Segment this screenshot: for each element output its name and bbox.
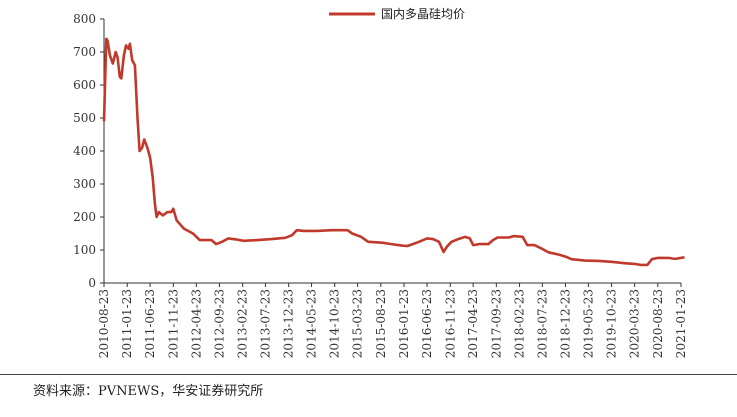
y-tick-label: 300 [73, 177, 96, 191]
x-tick-label: 2011-06-23 [143, 289, 157, 358]
legend-label: 国内多晶硅均价 [381, 7, 465, 21]
y-tick-label: 100 [73, 243, 96, 257]
x-tick-label: 2019-05-23 [581, 289, 595, 358]
y-tick-label: 0 [88, 276, 96, 290]
x-tick-label: 2021-01-23 [674, 289, 688, 358]
x-tick-label: 2016-11-23 [443, 289, 457, 358]
chart-svg: 0 100 200 300 400 500 600 700 800 2010-08-23 2011… [73, 7, 688, 358]
x-tick-label: 2018-02-23 [513, 289, 527, 358]
x-tick-label: 2018-07-23 [535, 289, 549, 358]
x-tick-label: 2014-10-23 [328, 289, 342, 358]
x-tick-label: 2011-01-23 [120, 289, 134, 358]
y-tick-label: 500 [73, 111, 96, 125]
x-tick-label: 2020-03-23 [628, 289, 642, 358]
y-tick-label: 700 [73, 45, 96, 59]
x-tick-label: 2018-12-23 [558, 289, 572, 358]
x-tick-label: 2013-12-23 [282, 289, 296, 358]
x-axis: 2010-08-23 2011-01-23 2011-06-23 2011-11-23… [97, 282, 688, 358]
x-tick-label: 2012-09-23 [213, 289, 227, 358]
y-tick-label: 600 [73, 78, 96, 92]
x-tick-label: 2012-04-23 [189, 289, 203, 358]
y-tick-label: 800 [73, 12, 96, 26]
x-tick-label: 2013-07-23 [258, 289, 272, 358]
x-tick-label: 2017-09-23 [489, 289, 503, 358]
source-note: 资料来源：PVNEWS，华安证券研究所 [33, 384, 264, 399]
y-tick-label: 200 [73, 210, 96, 224]
y-tick-label: 400 [73, 144, 96, 158]
legend: 国内多晶硅均价 [329, 7, 465, 21]
x-tick-label: 2016-06-23 [420, 289, 434, 358]
x-tick-label: 2010-08-23 [97, 289, 111, 358]
x-tick-label: 2013-02-23 [236, 289, 250, 358]
x-tick-label: 2019-10-23 [605, 289, 619, 358]
x-tick-label: 2015-03-23 [351, 289, 365, 358]
x-tick-label: 2020-08-23 [651, 289, 665, 358]
x-tick-label: 2015-08-23 [374, 289, 388, 358]
x-tick-label: 2014-05-23 [305, 289, 319, 358]
series-line-polysilicon-price [102, 37, 685, 267]
x-tick-label: 2016-01-23 [397, 289, 411, 358]
y-axis: 0 100 200 300 400 500 600 700 800 [73, 12, 105, 290]
x-tick-label: 2017-04-23 [466, 289, 480, 358]
source-divider [0, 374, 737, 375]
x-tick-label: 2011-11-23 [166, 289, 180, 358]
series-layer [102, 37, 685, 267]
